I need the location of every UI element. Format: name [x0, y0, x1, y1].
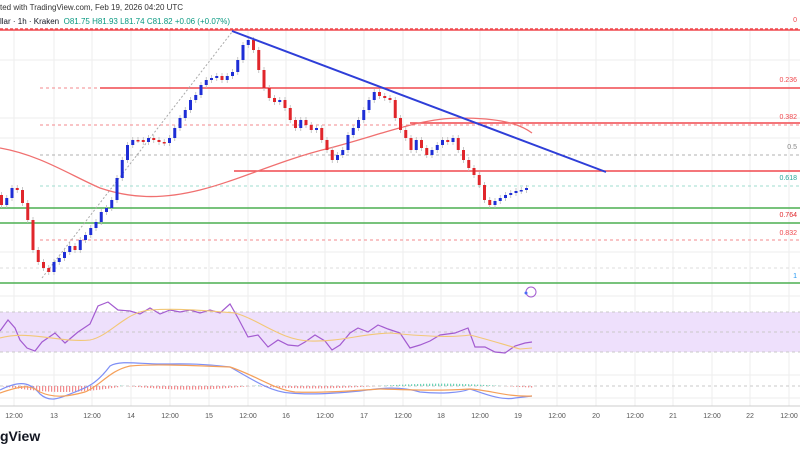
ohlc-change: +0.06 (+0.07%) [174, 17, 230, 26]
x-tick-label: 20 [592, 413, 600, 420]
x-tick-label: 12:00 [780, 413, 798, 420]
x-axis: 12:00 13 12:00 14 12:00 15 12:00 16 12:00 17 12:00… [5, 413, 798, 420]
x-tick-label: 12:00 [239, 413, 257, 420]
ohlc-high: H81.93 [92, 17, 118, 26]
symbol-ohlc-line: llar · 1h · Kraken O81.75 H81.93 L81.74 … [0, 17, 230, 26]
fib-label: 0.618 [779, 175, 797, 182]
x-tick-label: 12:00 [626, 413, 644, 420]
x-tick-label: 22 [746, 413, 754, 420]
x-tick-label: 12:00 [161, 413, 179, 420]
x-tick-label: 12:00 [83, 413, 101, 420]
fib-label: 0.832 [779, 230, 797, 237]
fib-label: 1 [793, 273, 797, 280]
x-tick-label: 14 [127, 413, 135, 420]
moving-average [0, 117, 533, 198]
x-tick-label: 19 [514, 413, 522, 420]
x-tick-label: 16 [282, 413, 290, 420]
x-tick-label: 12:00 [316, 413, 334, 420]
ohlc-close: C81.82 [146, 17, 173, 26]
fib-label: 0.5 [787, 144, 797, 151]
fib-label: 0.236 [779, 77, 797, 84]
published-line: ted with TradingView.com, Feb 19, 2026 0… [0, 3, 184, 12]
x-tick-label: 15 [205, 413, 213, 420]
x-tick-label: 12:00 [5, 413, 23, 420]
candles [0, 37, 528, 275]
symbol-label: llar · 1h · Kraken [0, 17, 60, 26]
x-tick-label: 12:00 [548, 413, 566, 420]
x-tick-label: 12:00 [703, 413, 721, 420]
ohlc-open: O81.75 [63, 17, 90, 26]
signal-line [0, 364, 533, 397]
event-dot [524, 291, 528, 295]
x-tick-label: 13 [50, 413, 58, 420]
fib-label: 0.382 [779, 114, 797, 121]
x-tick-label: 18 [437, 413, 445, 420]
x-tick-label: 12:00 [471, 413, 489, 420]
rsi-ma-line [0, 308, 533, 350]
fib-label: 0 [793, 17, 797, 24]
macd-histogram [3, 383, 533, 392]
tradingview-brand: gView [0, 428, 41, 444]
x-tick-label: 17 [360, 413, 368, 420]
x-tick-label: 21 [669, 413, 677, 420]
bearish-trendline[interactable] [231, 30, 607, 173]
x-tick-label: 12:00 [394, 413, 412, 420]
ohlc-low: L81.74 [120, 17, 145, 26]
fib-label: 0.764 [779, 212, 797, 219]
fib-labels: 0 0.236 0.382 0.5 0.618 0.764 0.832 1 [779, 17, 797, 280]
